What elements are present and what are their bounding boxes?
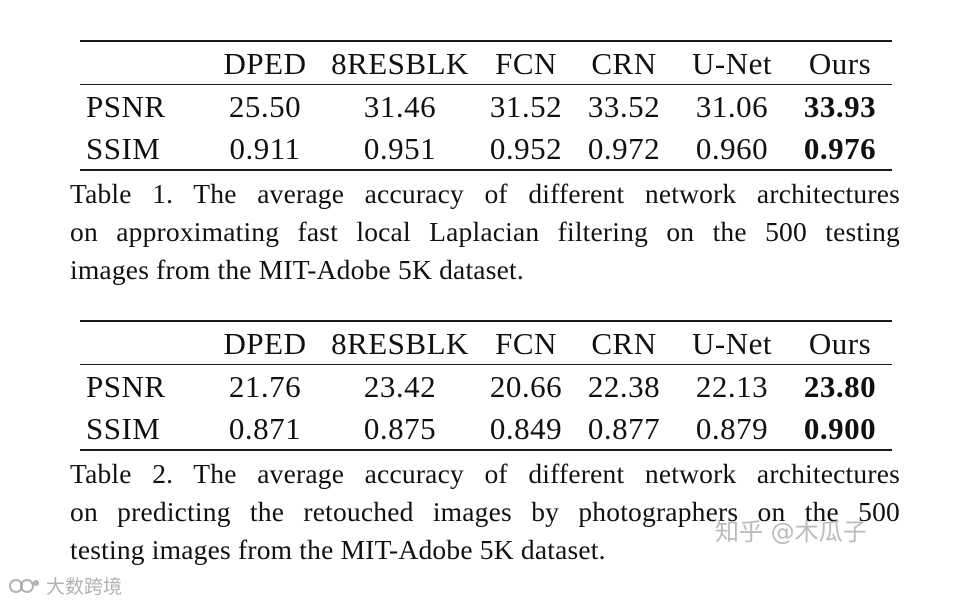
cell-ssim-8resblk: 0.875 [363,410,437,446]
caption-line: images from the MIT-Adobe 5K dataset. [70,254,524,285]
cell-psnr-unet: 22.13 [695,368,769,404]
cell-ssim-ours: 0.900 [803,410,877,446]
caption-line: testing images from the MIT-Adobe 5K dat… [70,534,606,565]
brand-watermark-text: 大数跨境 [46,576,123,598]
cell-psnr-dped: 21.76 [228,368,302,404]
cell-psnr-fcn: 31.52 [489,88,563,124]
header-cell-unet: U-Net [692,45,772,81]
cell-psnr-crn: 22.38 [587,368,661,404]
header-cell-dped: DPED [223,45,307,81]
cell-psnr-8resblk: 23.42 [363,368,437,404]
cell-ssim-ours: 0.976 [803,130,877,166]
row-label-ssim: SSIM [86,130,161,166]
header-cell-8resblk: 8RESBLK [331,325,469,361]
header-cell-crn: CRN [591,325,657,361]
row-label-psnr: PSNR [86,368,166,404]
cell-psnr-crn: 33.52 [587,88,661,124]
cell-ssim-fcn: 0.849 [489,410,563,446]
cell-psnr-ours: 23.80 [803,368,877,404]
header-cell-ours: Ours [808,45,872,81]
table-header-row: DPED 8RESBLK FCN CRN U-Net Ours [80,321,892,365]
header-cell-unet: U-Net [692,325,772,361]
row-label-ssim: SSIM [86,410,161,446]
cell-ssim-crn: 0.972 [587,130,661,166]
zhihu-watermark: 知乎 @木瓜子 [715,518,867,546]
header-cell-crn: CRN [591,45,657,81]
caption-line: Table 1. The average accuracy of differe… [70,178,900,209]
cell-psnr-unet: 31.06 [695,88,769,124]
header-cell-8resblk: 8RESBLK [331,45,469,81]
table-row-ssim: SSIM 0.871 0.875 0.849 0.877 0.879 0.900 [80,407,892,450]
header-cell-fcn: FCN [495,45,557,81]
caption-line: on predicting the retouched images by ph… [70,496,900,527]
table-2-block: DPED 8RESBLK FCN CRN U-Net Ours PSNR 21.… [70,320,900,569]
table-row-psnr: PSNR 25.50 31.46 31.52 33.52 31.06 33.93 [80,85,892,128]
header-cell-ours: Ours [808,325,872,361]
header-cell-empty [80,41,210,85]
results-table-1: DPED 8RESBLK FCN CRN U-Net Ours PSNR 25.… [80,40,892,171]
cell-psnr-ours: 33.93 [803,88,877,124]
cell-psnr-8resblk: 31.46 [363,88,437,124]
cell-ssim-dped: 0.871 [228,410,302,446]
table-1-caption: Table 1. The average accuracy of differe… [70,175,900,289]
cell-psnr-dped: 25.50 [228,88,302,124]
brand-logo-icon [9,578,39,593]
results-table-2: DPED 8RESBLK FCN CRN U-Net Ours PSNR 21.… [80,320,892,451]
header-cell-empty [80,321,210,365]
cell-ssim-8resblk: 0.951 [363,130,437,166]
cell-psnr-fcn: 20.66 [489,368,563,404]
table-row-psnr: PSNR 21.76 23.42 20.66 22.38 22.13 23.80 [80,365,892,408]
cell-ssim-crn: 0.877 [587,410,661,446]
cell-ssim-unet: 0.879 [695,410,769,446]
table-2-caption: Table 2. The average accuracy of differe… [70,455,900,569]
header-cell-dped: DPED [223,325,307,361]
brand-watermark: 大数跨境 [8,572,122,599]
caption-line: Table 2. The average accuracy of differe… [70,458,900,489]
table-1-block: DPED 8RESBLK FCN CRN U-Net Ours PSNR 25.… [70,40,900,289]
table-row-ssim: SSIM 0.911 0.951 0.952 0.972 0.960 0.976 [80,127,892,170]
cell-ssim-unet: 0.960 [695,130,769,166]
caption-line: on approximating fast local Laplacian fi… [70,216,900,247]
header-cell-fcn: FCN [495,325,557,361]
table-header-row: DPED 8RESBLK FCN CRN U-Net Ours [80,41,892,85]
cell-ssim-dped: 0.911 [229,130,301,166]
cell-ssim-fcn: 0.952 [489,130,563,166]
row-label-psnr: PSNR [86,88,166,124]
